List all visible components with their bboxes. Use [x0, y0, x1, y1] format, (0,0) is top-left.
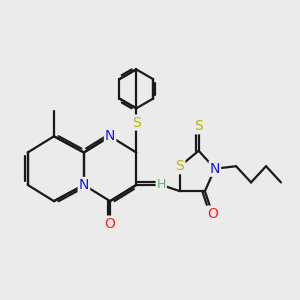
- Text: H: H: [157, 178, 166, 191]
- Text: N: N: [210, 162, 220, 176]
- Text: S: S: [176, 159, 184, 173]
- Text: O: O: [207, 207, 218, 220]
- Text: N: N: [79, 178, 89, 192]
- Text: S: S: [194, 119, 203, 133]
- Text: S: S: [132, 116, 141, 130]
- Text: N: N: [105, 129, 115, 143]
- Text: O: O: [105, 217, 116, 231]
